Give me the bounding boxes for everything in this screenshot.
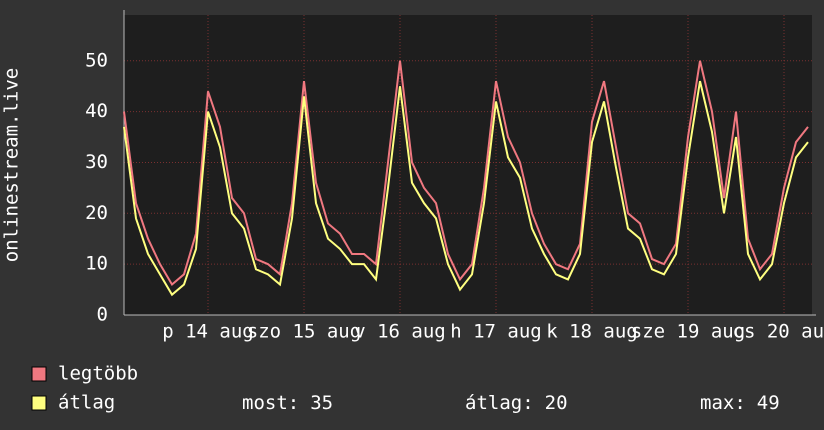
stat-value: 20: [545, 392, 568, 414]
stat-value: 49: [757, 392, 780, 414]
stat-label: max:: [700, 392, 746, 414]
y-tick-label: 10: [85, 253, 108, 275]
stat-label: most:: [242, 392, 299, 414]
series-line: [123, 80, 809, 297]
x-tick-label: szo 15 aug: [247, 321, 361, 343]
x-tick-label: sze 19 aug: [631, 321, 745, 343]
legend-swatch: [31, 395, 47, 411]
stat-value: 35: [310, 392, 333, 414]
stat-label: átlag:: [465, 392, 534, 414]
y-tick-label: 20: [85, 202, 108, 224]
x-tick-label: p 14 aug: [162, 321, 254, 343]
y-axis-title: onlinestream.live: [1, 68, 23, 262]
legend-label: átlag: [58, 392, 115, 414]
x-tick-label: cs 20 aug: [733, 321, 824, 343]
y-tick-label: 40: [85, 100, 108, 122]
plot-area: [124, 15, 812, 315]
legend-label: legtöbb: [58, 363, 138, 385]
legend-swatch: [31, 366, 47, 382]
stat: átlag: 20: [465, 392, 568, 414]
y-tick-label: 50: [85, 49, 108, 71]
x-tick-label: v 16 aug: [354, 321, 446, 343]
stat: max: 49: [700, 392, 780, 414]
x-tick-label: h 17 aug: [450, 321, 542, 343]
x-tick-label: k 18 aug: [546, 321, 638, 343]
stat: most: 35: [242, 392, 333, 414]
series-line: [123, 60, 809, 287]
y-tick-label: 0: [97, 304, 108, 326]
y-tick-label: 30: [85, 151, 108, 173]
